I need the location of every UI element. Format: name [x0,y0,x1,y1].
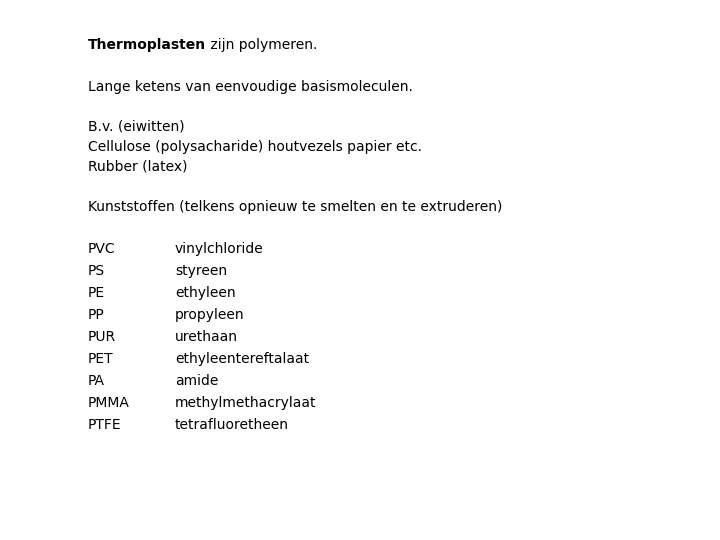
Text: styreen: styreen [175,264,227,278]
Text: Thermoplasten: Thermoplasten [88,38,206,52]
Text: methylmethacrylaat: methylmethacrylaat [175,396,317,410]
Text: PMMA: PMMA [88,396,130,410]
Text: ethyleen: ethyleen [175,286,235,300]
Text: Kunststoffen (telkens opnieuw te smelten en te extruderen): Kunststoffen (telkens opnieuw te smelten… [88,200,503,214]
Text: PE: PE [88,286,105,300]
Text: amide: amide [175,374,218,388]
Text: PP: PP [88,308,104,322]
Text: Lange ketens van eenvoudige basismoleculen.: Lange ketens van eenvoudige basismolecul… [88,80,413,94]
Text: tetrafluoretheen: tetrafluoretheen [175,418,289,432]
Text: PTFE: PTFE [88,418,122,432]
Text: PVC: PVC [88,242,116,256]
Text: propyleen: propyleen [175,308,245,322]
Text: B.v. (eiwitten): B.v. (eiwitten) [88,120,184,134]
Text: Cellulose (polysacharide) houtvezels papier etc.: Cellulose (polysacharide) houtvezels pap… [88,140,422,154]
Text: vinylchloride: vinylchloride [175,242,264,256]
Text: PET: PET [88,352,114,366]
Text: zijn polymeren.: zijn polymeren. [206,38,318,52]
Text: Rubber (latex): Rubber (latex) [88,160,187,174]
Text: PUR: PUR [88,330,116,344]
Text: PA: PA [88,374,105,388]
Text: urethaan: urethaan [175,330,238,344]
Text: ethyleentereftalaat: ethyleentereftalaat [175,352,309,366]
Text: PS: PS [88,264,105,278]
